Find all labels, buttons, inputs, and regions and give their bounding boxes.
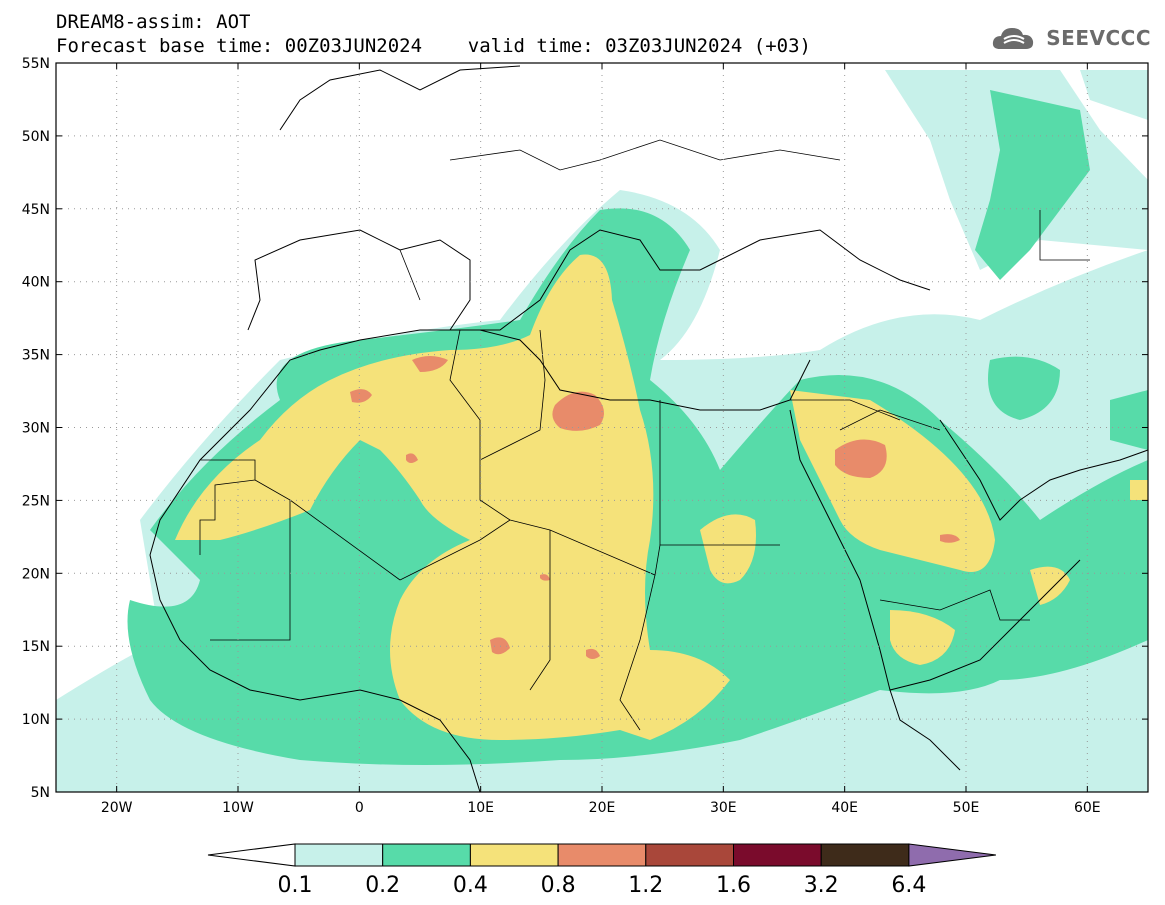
lat-tick-label: 25N xyxy=(22,493,50,509)
lat-tick-label: 30N xyxy=(22,421,50,437)
logo-text: SEEVCCC xyxy=(1046,26,1151,50)
lat-tick-label: 55N xyxy=(22,56,50,72)
colorbar-segment xyxy=(382,843,471,867)
lon-tick-label: 50E xyxy=(953,800,980,816)
colorbar-label: 6.4 xyxy=(891,873,926,898)
lon-tick-label: 40E xyxy=(831,800,858,816)
colorbar-segment xyxy=(557,843,647,867)
gridlines xyxy=(56,63,1148,792)
lat-tick-label: 15N xyxy=(22,639,50,655)
lat-tick-label: 45N xyxy=(22,202,50,218)
country-borders xyxy=(199,139,1090,731)
colorbar-high-arrow xyxy=(908,843,996,867)
lat-tick-labels: 5N 10N 15N 20N 25N 30N 35N 40N 45N 50N 55N xyxy=(22,56,50,801)
lon-tick-label: 10E xyxy=(467,800,494,816)
lon-tick-label: 10W xyxy=(222,800,254,816)
chart-title: DREAM8-assim: AOT xyxy=(56,11,251,33)
aot-field xyxy=(56,63,1148,792)
colorbar xyxy=(207,843,996,867)
lon-tick-labels: 20W 10W 0 10E 20E 30E 40E 50E 60E xyxy=(101,800,1101,816)
colorbar-label: 1.2 xyxy=(628,873,663,898)
colorbar-label: 0.8 xyxy=(541,873,576,898)
colorbar-label: 0.2 xyxy=(365,873,400,898)
colorbar-segment xyxy=(469,843,559,867)
aot-level-0.8 xyxy=(350,356,960,659)
cloud-logo-icon xyxy=(993,28,1034,49)
colorbar-label: 0.1 xyxy=(278,873,313,898)
colorbar-label: 3.2 xyxy=(804,873,839,898)
colorbar-label: 1.6 xyxy=(716,873,751,898)
lat-tick-label: 20N xyxy=(22,566,50,582)
chart-subtitle: Forecast base time: 00Z03JUN2024 valid t… xyxy=(56,35,811,57)
seevccc-logo: SEEVCCC xyxy=(990,20,1151,56)
colorbar-label: 0.4 xyxy=(453,873,488,898)
lon-tick-label: 0 xyxy=(355,800,364,816)
lat-tick-label: 40N xyxy=(22,275,50,291)
colorbar-low-arrow xyxy=(207,843,296,867)
lon-tick-label: 30E xyxy=(710,800,737,816)
lon-tick-label: 60E xyxy=(1074,800,1101,816)
colorbar-segment xyxy=(820,843,910,867)
colorbar-segment xyxy=(294,843,384,867)
lat-tick-label: 10N xyxy=(22,712,50,728)
lon-tick-label: 20E xyxy=(589,800,616,816)
axis-ticks xyxy=(56,62,1148,793)
lat-tick-label: 5N xyxy=(31,785,50,801)
lat-tick-label: 50N xyxy=(22,129,50,145)
colorbar-segment xyxy=(645,843,734,867)
lat-tick-label: 35N xyxy=(22,348,50,364)
coastlines xyxy=(149,65,1148,792)
colorbar-segment xyxy=(733,843,822,867)
lon-tick-label: 20W xyxy=(101,800,133,816)
aot-level-0.4 xyxy=(175,254,1148,740)
colorbar-labels: 0.1 0.2 0.4 0.8 1.2 1.6 3.2 6.4 xyxy=(278,873,927,898)
